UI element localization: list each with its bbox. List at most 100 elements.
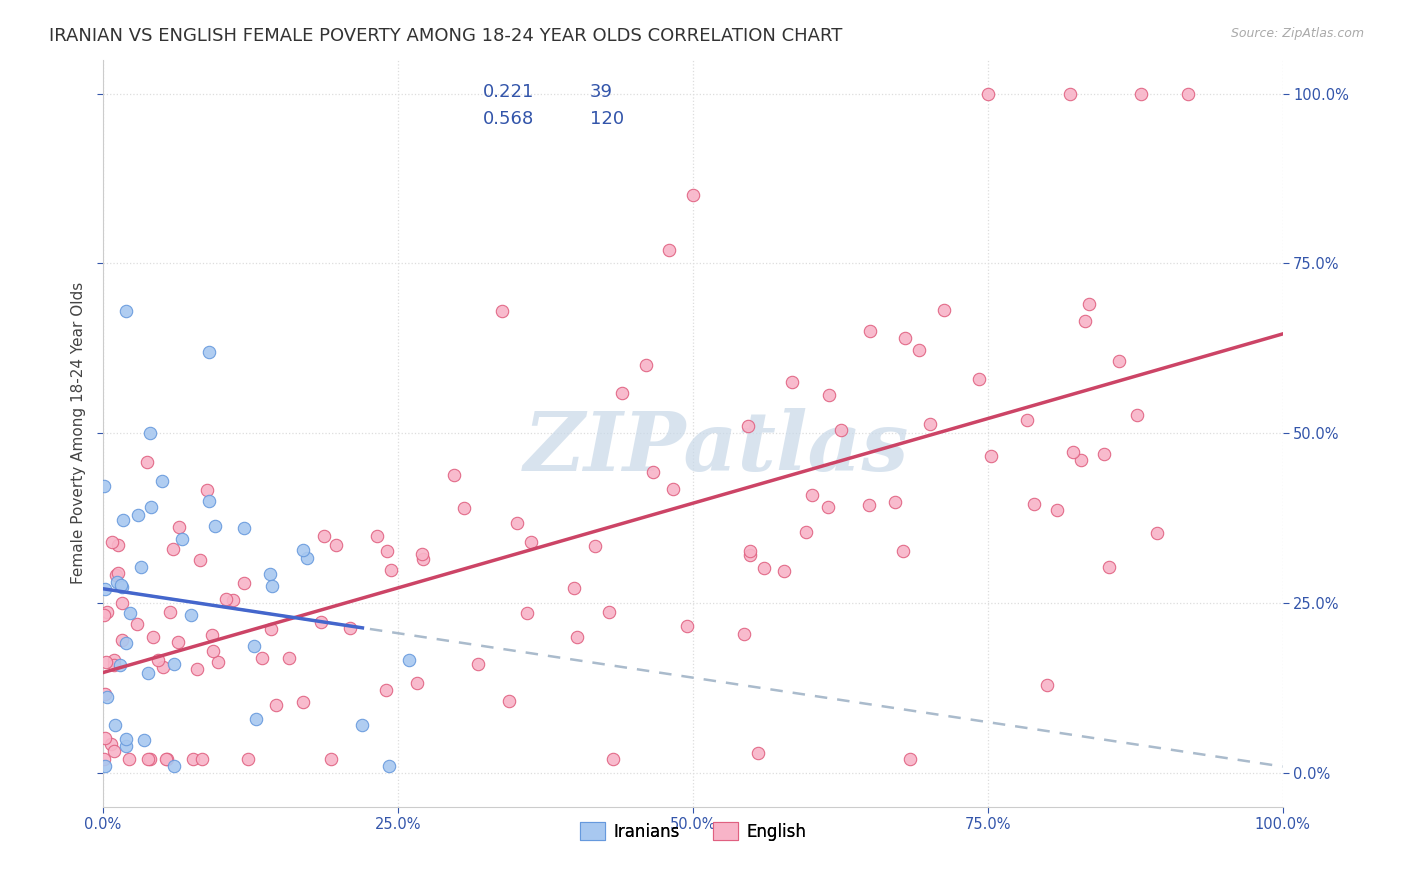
Point: [1130, 87, 1153, 101]
Point: [380, 563, 402, 577]
Point: [1146, 526, 1168, 541]
Point: [295, 551, 318, 566]
Point: [127, 617, 149, 632]
Point: [103, 652, 125, 666]
Text: Source: ZipAtlas.com: Source: ZipAtlas.com: [1230, 27, 1364, 40]
Point: [794, 525, 817, 540]
Point: [1017, 413, 1039, 427]
Point: [152, 659, 174, 673]
Point: [215, 591, 238, 606]
Point: [976, 87, 998, 101]
Point: [1108, 353, 1130, 368]
Point: [375, 544, 398, 558]
Point: [773, 564, 796, 578]
Point: [918, 417, 941, 431]
Point: [233, 576, 256, 591]
Point: [682, 188, 704, 202]
Point: [676, 619, 699, 633]
Point: [155, 752, 177, 766]
Point: [738, 543, 761, 558]
Point: [107, 538, 129, 552]
Point: [817, 500, 839, 514]
Point: [204, 518, 226, 533]
Point: [104, 567, 127, 582]
Point: [180, 607, 202, 622]
Point: [112, 513, 135, 527]
Point: [598, 605, 620, 619]
Point: [908, 343, 931, 357]
Point: [859, 324, 882, 338]
Point: [830, 423, 852, 437]
Point: [136, 752, 159, 766]
Point: [967, 372, 990, 386]
Point: [190, 752, 212, 766]
Point: [221, 592, 243, 607]
Text: 0.568: 0.568: [482, 111, 534, 128]
Point: [291, 543, 314, 558]
Point: [103, 657, 125, 672]
Point: [738, 549, 761, 563]
Point: [129, 560, 152, 574]
Text: ZIPatlas: ZIPatlas: [523, 409, 910, 488]
Point: [377, 759, 399, 773]
Point: [278, 651, 301, 665]
Point: [163, 759, 186, 773]
Point: [1078, 297, 1101, 311]
Point: [634, 359, 657, 373]
Point: [146, 653, 169, 667]
Point: [162, 657, 184, 672]
Point: [375, 683, 398, 698]
Point: [1035, 678, 1057, 692]
Point: [108, 658, 131, 673]
Point: [186, 662, 208, 676]
Point: [94, 656, 117, 670]
Point: [1126, 408, 1149, 422]
Point: [747, 746, 769, 760]
Point: [118, 752, 141, 766]
Point: [1062, 445, 1084, 459]
Point: [1022, 497, 1045, 511]
Point: [96, 690, 118, 704]
Point: [1074, 313, 1097, 327]
Point: [780, 375, 803, 389]
Point: [93, 608, 115, 623]
Point: [1059, 87, 1081, 101]
Point: [94, 687, 117, 701]
Point: [236, 752, 259, 766]
Point: [139, 752, 162, 766]
Point: [562, 581, 585, 595]
Point: [506, 516, 529, 530]
Point: [96, 605, 118, 619]
Point: [114, 636, 136, 650]
Point: [103, 743, 125, 757]
Text: IRANIAN VS ENGLISH FEMALE POVERTY AMONG 18-24 YEAR OLDS CORRELATION CHART: IRANIAN VS ENGLISH FEMALE POVERTY AMONG …: [49, 27, 842, 45]
Point: [467, 657, 489, 672]
Point: [314, 529, 336, 543]
Point: [198, 494, 221, 508]
Point: [195, 483, 218, 497]
Point: [101, 535, 124, 549]
Point: [115, 304, 138, 318]
Point: [291, 695, 314, 709]
Point: [139, 500, 162, 514]
Point: [139, 426, 162, 441]
Point: [266, 698, 288, 712]
Point: [516, 606, 538, 620]
Point: [891, 544, 914, 558]
Point: [110, 578, 132, 592]
Point: [565, 630, 588, 644]
Point: [100, 737, 122, 751]
Point: [110, 580, 132, 594]
Point: [94, 582, 117, 596]
Y-axis label: Female Poverty Among 18-24 Year Olds: Female Poverty Among 18-24 Year Olds: [72, 282, 86, 584]
Point: [411, 547, 433, 561]
Point: [111, 633, 134, 648]
Point: [181, 752, 204, 766]
Point: [243, 639, 266, 653]
Point: [233, 521, 256, 535]
Legend: Iranians, English: Iranians, English: [572, 815, 813, 847]
Point: [1098, 559, 1121, 574]
Point: [142, 630, 165, 644]
Point: [398, 652, 420, 666]
Point: [150, 474, 173, 488]
